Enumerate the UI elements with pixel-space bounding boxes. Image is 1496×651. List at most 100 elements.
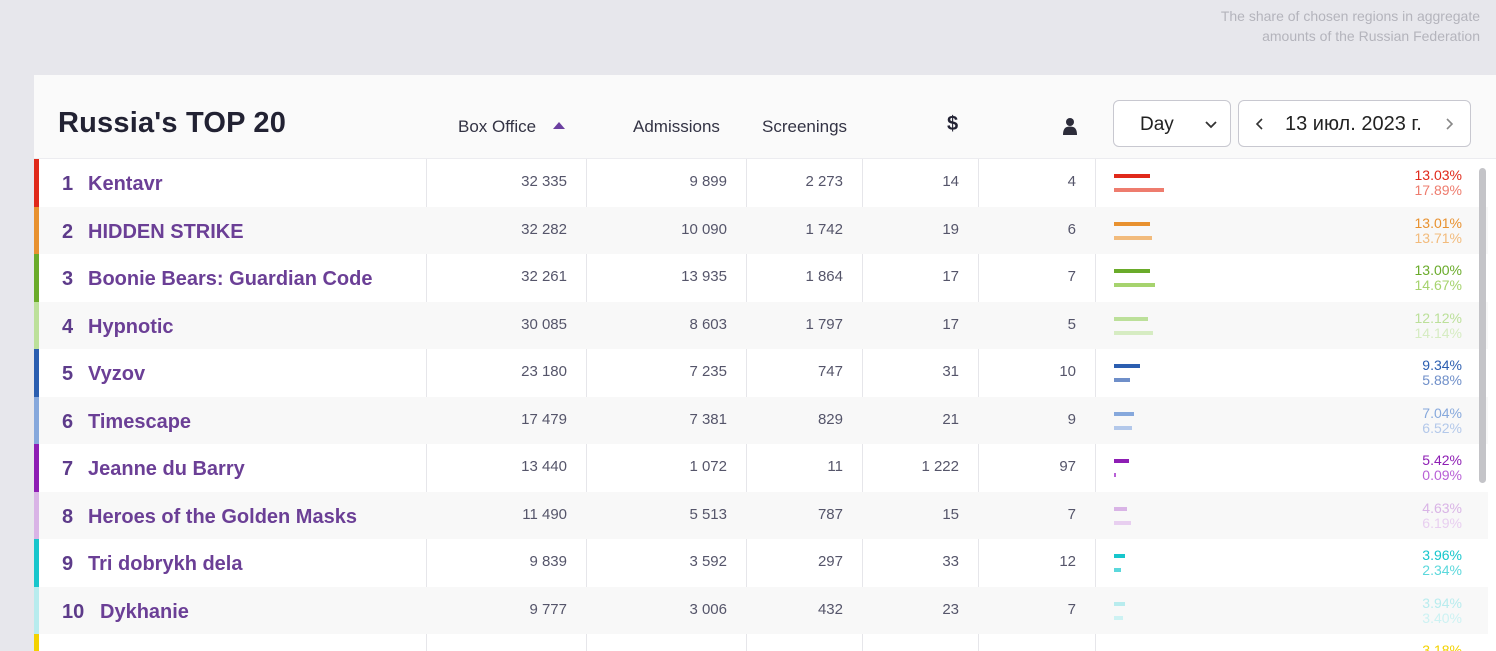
admissions-value: 9 899 (689, 173, 727, 190)
row-color-strip (34, 539, 39, 587)
film-title-link[interactable]: Vyzov (88, 363, 146, 385)
share-percent-primary: 3.96% (1422, 547, 1462, 563)
table-header: Russia's TOP 20 Box Office Admissions Sc… (34, 75, 1496, 159)
box-office-value: 11 490 (522, 505, 567, 523)
share-percent-primary: 13.01% (1414, 214, 1462, 231)
per-screening-value: 9 (1067, 410, 1076, 428)
row-color-strip (34, 634, 39, 651)
table-row[interactable]: 3.18% (34, 634, 1488, 651)
chevron-left-icon[interactable] (1253, 116, 1267, 132)
sort-ascending-icon[interactable] (553, 122, 565, 129)
share-bar-secondary (1114, 615, 1124, 620)
person-icon[interactable] (1063, 117, 1077, 135)
share-bar-primary (1114, 364, 1140, 368)
table-row[interactable]: 1 Kentavr 32 335 9 899 2 273 14 4 13.03%… (34, 159, 1488, 207)
table-row[interactable]: 10 Dykhanie 9 777 3 006 432 23 7 3.94% 3… (34, 586, 1488, 634)
film-title-link[interactable]: Boonie Bears: Guardian Code (88, 268, 373, 290)
row-color-strip (34, 396, 39, 444)
row-color-strip (34, 301, 39, 349)
table-row[interactable]: 7 Jeanne du Barry 13 440 1 072 11 1 222 … (34, 444, 1488, 492)
film-title-link[interactable]: Tri dobrykh dela (88, 553, 243, 575)
box-office-value: 9 777 (529, 600, 567, 618)
rank-number: 10 (62, 600, 85, 623)
share-bar-secondary (1114, 473, 1116, 477)
share-percent-secondary: 17.89% (1414, 182, 1462, 198)
share-bar-primary (1114, 269, 1151, 273)
per-screening-value: 7 (1067, 268, 1076, 285)
table-row[interactable]: 8 Heroes of the Golden Masks 11 490 5 51… (34, 491, 1488, 539)
share-percent-secondary: 5.88% (1422, 372, 1462, 388)
table-row[interactable]: 6 Timescape 17 479 7 381 829 21 9 7.04% … (34, 396, 1488, 444)
table-row[interactable]: 2 HIDDEN STRIKE 32 282 10 090 1 742 19 6… (34, 206, 1488, 254)
per-screening-value: 5 (1067, 315, 1076, 333)
share-bar-primary (1114, 221, 1151, 226)
rank-number: 4 (62, 315, 74, 338)
avg-ticket-value: 31 (942, 363, 959, 380)
per-screening-value: 10 (1059, 363, 1076, 380)
row-color-strip (34, 349, 39, 397)
share-bar-secondary (1114, 378, 1131, 382)
per-screening-value: 4 (1067, 173, 1076, 190)
film-title-link[interactable]: Kentavr (88, 173, 163, 195)
admissions-value: 1 072 (689, 458, 727, 475)
per-screening-value: 7 (1067, 600, 1076, 618)
admissions-value: 5 513 (689, 505, 727, 523)
share-percent-primary: 5.42% (1422, 452, 1462, 468)
per-screening-value: 97 (1059, 458, 1076, 475)
scrollbar[interactable] (1479, 168, 1486, 483)
rank-number: 3 (62, 268, 74, 290)
admissions-value: 3 592 (689, 553, 727, 570)
screenings-value: 1 797 (805, 315, 843, 333)
screenings-value: 2 273 (805, 173, 843, 190)
avg-ticket-value: 33 (942, 553, 959, 570)
film-title-link[interactable]: Hypnotic (88, 315, 174, 338)
date-picker[interactable]: 13 июл. 2023 г. (1238, 100, 1471, 147)
table-row[interactable]: 5 Vyzov 23 180 7 235 747 31 10 9.34% 5.8… (34, 349, 1488, 397)
film-title-link[interactable]: Jeanne du Barry (88, 458, 245, 480)
per-screening-value: 7 (1067, 505, 1076, 523)
share-bar-secondary (1114, 188, 1164, 192)
share-percent-secondary: 0.09% (1422, 467, 1462, 483)
avg-ticket-value: 17 (942, 268, 959, 285)
admissions-value: 7 381 (689, 410, 727, 428)
share-bar-primary (1114, 174, 1151, 178)
box-office-value: 32 335 (521, 173, 567, 190)
table-row[interactable]: 3 Boonie Bears: Guardian Code 32 261 13 … (34, 254, 1488, 302)
chevron-right-icon[interactable] (1442, 116, 1456, 132)
share-percent-secondary: 14.14% (1414, 324, 1462, 341)
avg-ticket-value: 14 (942, 173, 959, 190)
screenings-value: 297 (817, 553, 843, 570)
film-title-link[interactable]: Dykhanie (100, 600, 189, 623)
share-bar-primary (1114, 601, 1125, 606)
screenings-header[interactable]: Screenings (762, 117, 848, 136)
rank-number: 6 (62, 410, 74, 433)
share-bar-primary (1114, 506, 1127, 511)
share-percent-primary: 4.63% (1422, 499, 1462, 516)
film-title-link[interactable]: Timescape (88, 410, 192, 433)
per-screening-value: 12 (1059, 553, 1076, 570)
admissions-header[interactable]: Admissions (633, 117, 720, 136)
screenings-value: 432 (817, 600, 843, 618)
admissions-value: 7 235 (689, 363, 727, 380)
screenings-value: 787 (817, 505, 843, 523)
share-percent-secondary: 2.34% (1422, 562, 1462, 578)
avg-ticket-value: 15 (942, 505, 959, 523)
share-bar-primary (1114, 459, 1130, 463)
avg-ticket-value: 19 (942, 220, 959, 238)
screenings-value: 11 (827, 458, 843, 475)
film-title-link[interactable]: Heroes of the Golden Masks (88, 505, 357, 528)
box-office-header[interactable]: Box Office (458, 117, 537, 136)
table-row[interactable]: 4 Hypnotic 30 085 8 603 1 797 17 5 12.12… (34, 301, 1488, 349)
box-office-value: 30 085 (521, 315, 567, 333)
rank-number: 7 (62, 458, 74, 480)
dollar-icon[interactable]: $ (947, 113, 959, 135)
share-bar-primary (1114, 316, 1148, 321)
share-percent-primary: 13.03% (1414, 167, 1462, 183)
share-percent-primary: 13.00% (1414, 262, 1462, 278)
table-row[interactable]: 9 Tri dobrykh dela 9 839 3 592 297 33 12… (34, 539, 1488, 587)
row-color-strip (34, 159, 39, 207)
film-title-link[interactable]: HIDDEN STRIKE (88, 220, 244, 243)
period-select[interactable]: Day (1113, 100, 1231, 147)
per-screening-value: 6 (1067, 220, 1076, 238)
share-percent-primary: 9.34% (1422, 357, 1462, 373)
